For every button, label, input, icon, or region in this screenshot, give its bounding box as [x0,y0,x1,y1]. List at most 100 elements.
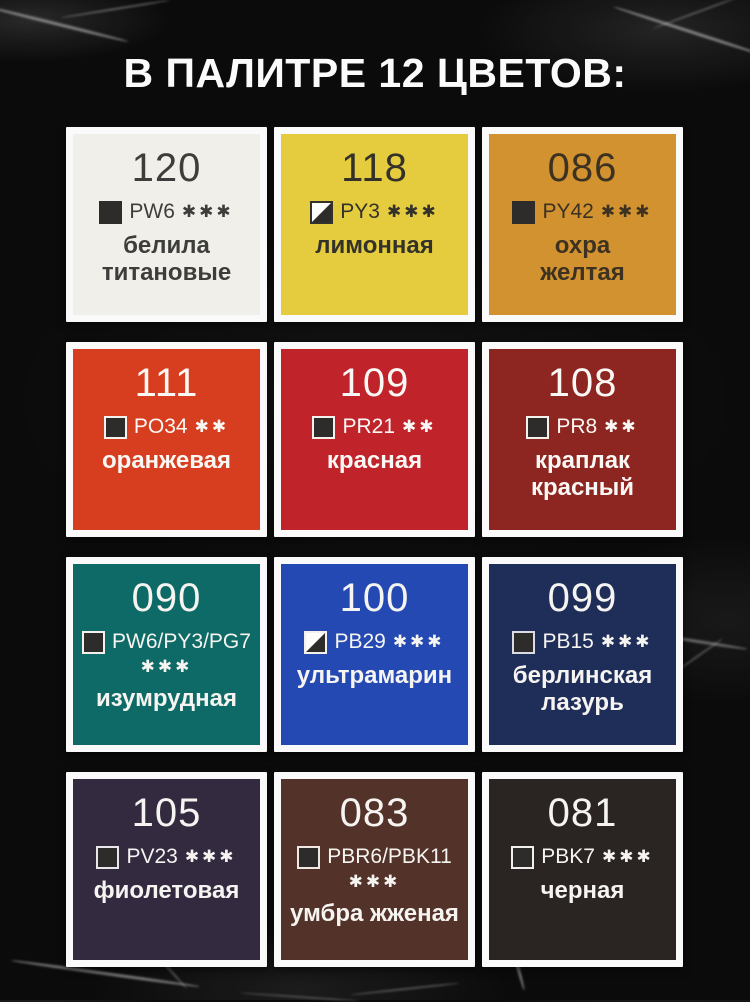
pigment-code: PY3 [340,200,380,223]
swatch-name: фиолетовая [93,877,240,905]
pigment-code: PB15 [542,630,594,653]
lightfastness-stars: ✱✱✱ [181,202,234,222]
swatch-card-108: 108 PR8 ✱✱ краплак красный [482,342,683,537]
opacity-icon [310,200,334,224]
swatch: 083 PBR6/PBK11 ✱✱✱ умбра жженая [281,779,468,960]
pigment-code: PR8 [556,415,598,438]
pigment-row: PBK7 ✱✱✱ [511,845,653,869]
swatch: 081 PBK7 ✱✱✱ черная [489,779,676,960]
swatch-name: ультрамарин [296,662,453,690]
pigment-row: PO34 ✱✱ [103,415,230,439]
lightfastness-stars: ✱✱✱ [386,202,439,222]
swatch: 109 PR21 ✱✱ красная [281,349,468,530]
swatch: 105 PV23 ✱✱✱ фиолетовая [73,779,260,960]
opacity-icon [82,630,106,654]
swatch-number: 100 [339,576,410,620]
swatch-name: белила титановые [101,232,232,287]
lightfastness-stars: ✱✱✱ [600,632,653,652]
pigment-code: PW6/PY3/PG7 [112,630,251,653]
swatch-name: умбра жженая [290,899,459,927]
pigment-code: PR21 [342,415,396,438]
swatch-card-111: 111 PO34 ✱✱ оранжевая [66,342,267,537]
opacity-icon [512,630,536,654]
swatch-name: охра желтая [540,232,625,287]
pigment-code: PO34 [133,415,188,438]
swatch-card-118: 118 PY3 ✱✱✱ лимонная [274,127,475,322]
opacity-icon [526,415,550,439]
opacity-icon [99,200,123,224]
palette-grid: 120 PW6 ✱✱✱ белила титановые 118 PY3 ✱✱✱… [66,127,683,967]
pigment-row: PBR6/PBK11 ✱✱✱ [285,845,464,892]
swatch: 099 PB15 ✱✱✱ берлинская лазурь [489,564,676,745]
marble-vein [240,991,360,1002]
marble-vein [652,0,738,30]
swatch-card-105: 105 PV23 ✱✱✱ фиолетовая [66,772,267,967]
pigment-row: PW6 ✱✱✱ [99,200,233,224]
swatch-name: берлинская лазурь [512,662,653,717]
swatch-name: оранжевая [102,447,231,475]
swatch-number: 111 [134,361,199,405]
swatch-card-086: 086 PY42 ✱✱✱ охра желтая [482,127,683,322]
swatch-card-099: 099 PB15 ✱✱✱ берлинская лазурь [482,557,683,752]
swatch-name: лимонная [315,232,434,260]
swatch-name: краплак красный [530,447,635,502]
opacity-icon [312,415,336,439]
marble-vein [60,0,170,19]
swatch-card-120: 120 PW6 ✱✱✱ белила титановые [66,127,267,322]
swatch: 120 PW6 ✱✱✱ белила титановые [73,134,260,315]
swatch-number: 081 [547,791,618,835]
swatch-card-081: 081 PBK7 ✱✱✱ черная [482,772,683,967]
marble-vein [350,982,460,996]
pigment-code: PY42 [542,200,594,223]
pigment-row: PY3 ✱✱✱ [310,200,438,224]
swatch: 090 PW6/PY3/PG7 ✱✱✱ изумрудная [73,564,260,745]
swatch-name: изумрудная [95,684,238,712]
lightfastness-stars: ✱✱ [194,417,230,437]
pigment-code: PBK7 [541,845,595,868]
swatch: 108 PR8 ✱✱ краплак красный [489,349,676,530]
opacity-icon [103,415,127,439]
swatch-name: черная [540,877,625,905]
pigment-row: PB15 ✱✱✱ [512,630,652,654]
pigment-row: PB29 ✱✱✱ [304,630,444,654]
lightfastness-stars: ✱✱ [402,417,437,437]
swatch-card-090: 090 PW6/PY3/PG7 ✱✱✱ изумрудная [66,557,267,752]
swatch-number: 118 [341,146,408,190]
lightfastness-stars: ✱✱✱ [600,202,653,222]
page-title: В ПАЛИТРЕ 12 ЦВЕТОВ: [123,50,627,96]
pigment-row: PV23 ✱✱✱ [96,845,236,869]
opacity-icon [297,845,321,869]
swatch-number: 108 [547,361,618,405]
swatch-number: 099 [547,576,618,620]
swatch: 111 PO34 ✱✱ оранжевая [73,349,260,530]
pigment-code: PB29 [334,630,386,653]
lightfastness-stars: ✱✱✱ [140,657,193,677]
swatch-card-109: 109 PR21 ✱✱ красная [274,342,475,537]
swatch-number: 086 [547,146,618,190]
swatch: 118 PY3 ✱✱✱ лимонная [281,134,468,315]
pigment-row: PR21 ✱✱ [312,415,436,439]
pigment-row: PR8 ✱✱ [526,415,638,439]
pigment-row: PY42 ✱✱✱ [512,200,652,224]
pigment-code: PBR6/PBK11 [327,845,452,868]
swatch-name: красная [326,447,423,475]
swatch: 086 PY42 ✱✱✱ охра желтая [489,134,676,315]
lightfastness-stars: ✱✱✱ [348,872,401,892]
pigment-row: PW6/PY3/PG7 ✱✱✱ [77,630,256,677]
marble-vein [0,3,129,44]
swatch-number: 083 [339,791,410,835]
opacity-icon [512,200,536,224]
opacity-icon [511,845,535,869]
lightfastness-stars: ✱✱✱ [184,847,237,867]
swatch-number: 090 [131,576,202,620]
swatch-number: 109 [339,361,410,405]
swatch-card-100: 100 PB29 ✱✱✱ ультрамарин [274,557,475,752]
opacity-icon [96,845,120,869]
lightfastness-stars: ✱✱✱ [392,632,445,652]
swatch-number: 120 [131,146,202,190]
opacity-icon [304,630,328,654]
swatch-card-083: 083 PBR6/PBK11 ✱✱✱ умбра жженая [274,772,475,967]
lightfastness-stars: ✱✱ [604,417,639,437]
swatch-number: 105 [131,791,202,835]
pigment-code: PW6 [129,200,175,223]
